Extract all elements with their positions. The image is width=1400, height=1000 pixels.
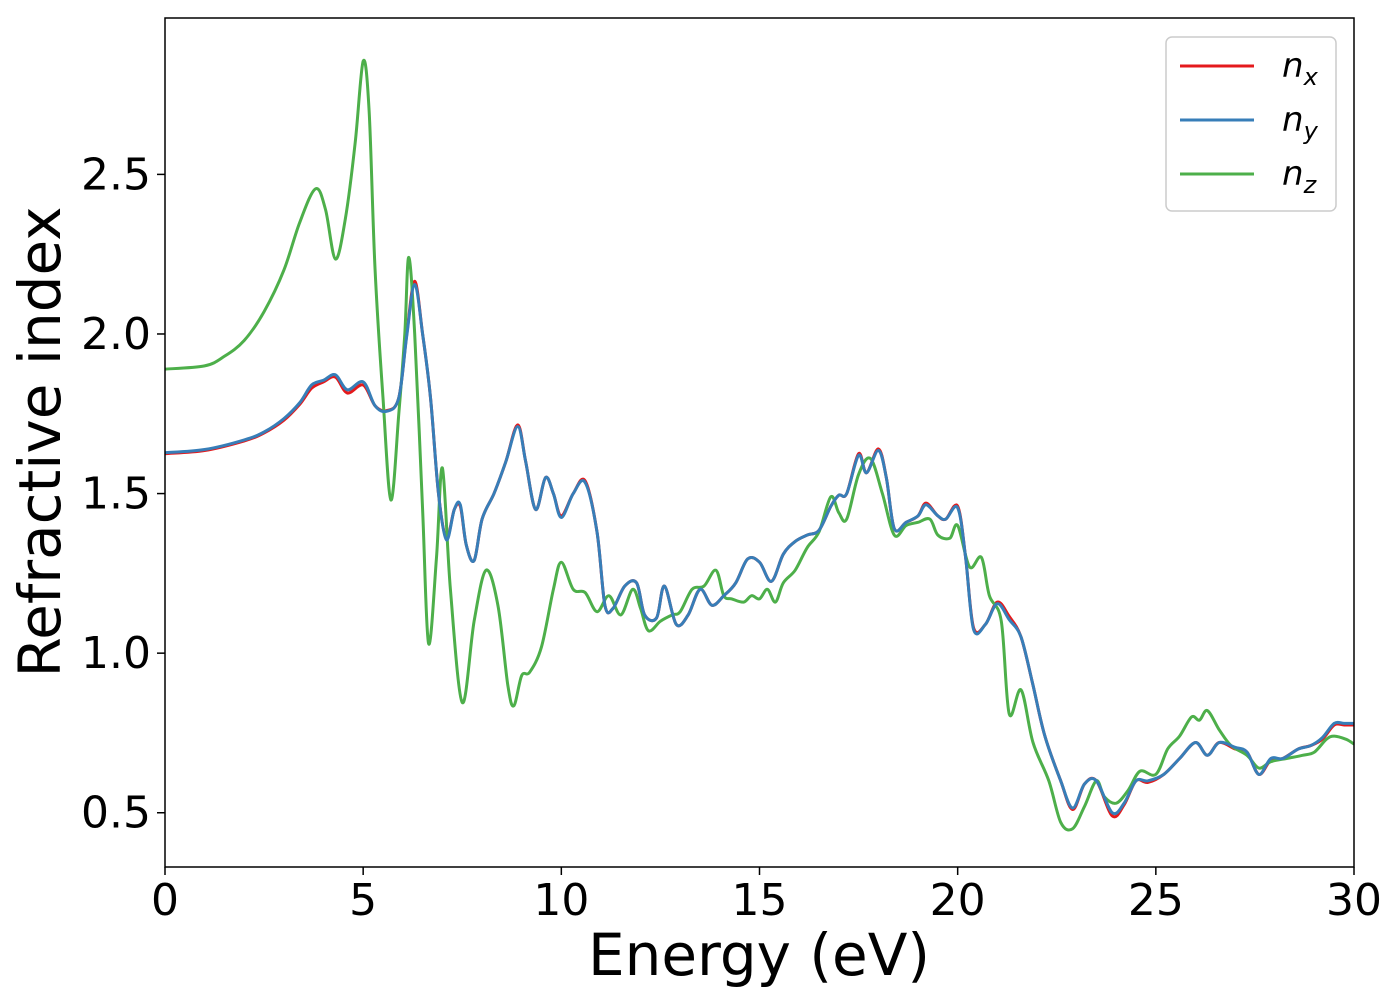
legend-box — [1165, 36, 1337, 212]
x-tick-label: 0 — [151, 875, 179, 926]
series-line-n-z — [165, 58, 1354, 832]
plot-lines — [165, 58, 1354, 832]
x-tick-label: 5 — [349, 875, 377, 926]
y-tick-label: 2.0 — [81, 309, 151, 360]
legend-label-n-z: nz — [1282, 154, 1318, 199]
y-tick-label: 1.0 — [81, 628, 151, 679]
x-tick-label: 10 — [533, 875, 589, 926]
y-tick-label: 2.5 — [81, 149, 151, 200]
y-axis-ticks: 0.5 1.0 1.5 2.0 2.5 — [81, 149, 165, 839]
x-tick-label: 25 — [1128, 875, 1184, 926]
y-axis-label: Refractive index — [6, 206, 74, 677]
y-tick-label: 1.5 — [81, 469, 151, 520]
x-axis-label: Energy (eV) — [588, 921, 930, 989]
x-tick-label: 15 — [732, 875, 788, 926]
series-line-n-y — [165, 282, 1354, 816]
legend-label-n-x: nx — [1282, 46, 1319, 91]
x-tick-label: 20 — [930, 875, 986, 926]
legend-label-n-y: ny — [1282, 100, 1319, 145]
y-tick-label: 0.5 — [81, 788, 151, 839]
series-line-n-x — [165, 279, 1354, 819]
x-axis-ticks: 0 5 10 15 20 25 30 — [151, 867, 1382, 926]
x-tick-label: 30 — [1326, 875, 1382, 926]
legend: nx ny nz — [1165, 36, 1337, 212]
